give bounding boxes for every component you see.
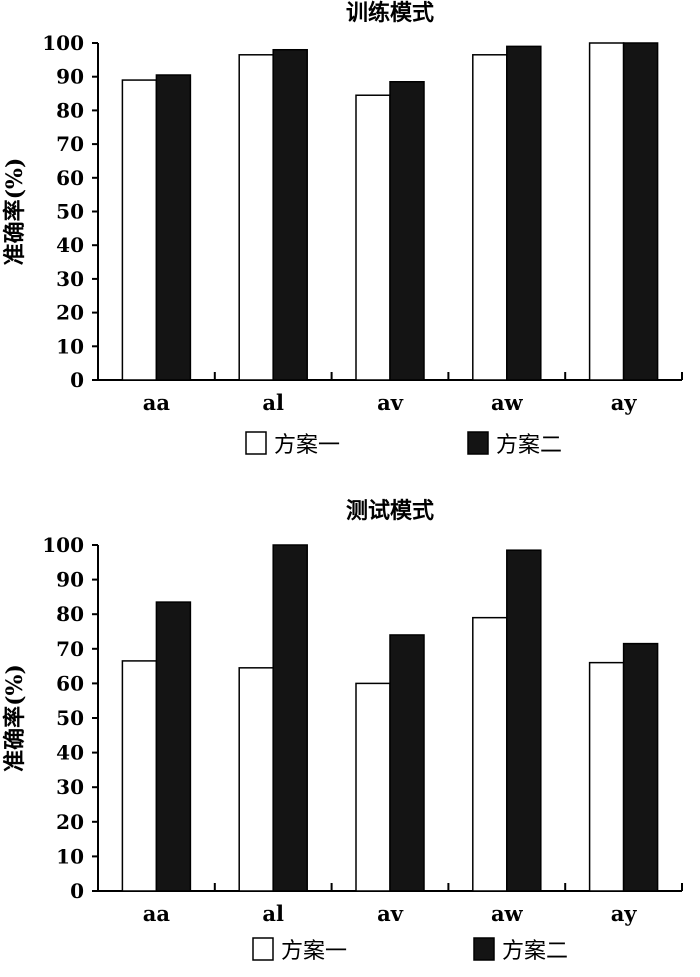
y-tick-label: 70 (56, 132, 84, 156)
y-tick-label: 0 (70, 368, 84, 392)
bar-av-series-1 (355, 682, 391, 892)
y-tick-label: 90 (56, 65, 84, 89)
y-tick-label: 90 (56, 568, 84, 592)
bar-aw-series-2 (506, 45, 542, 381)
bar-av-series-2 (389, 81, 425, 381)
x-category-label: al (262, 901, 284, 926)
x-category-label: ay (611, 901, 638, 926)
legend-label: 方案一 (281, 939, 347, 964)
bar-ay-series-1 (588, 42, 625, 381)
legend-label: 方案二 (496, 433, 562, 458)
y-tick-label: 20 (56, 301, 84, 325)
y-tick-label: 80 (56, 602, 84, 626)
bar-aw-series-1 (472, 54, 508, 381)
legend-label: 方案二 (502, 939, 568, 964)
bar-al-series-1 (238, 667, 274, 892)
bar-aw-series-1 (472, 616, 508, 892)
y-tick-label: 80 (56, 98, 84, 122)
y-tick-label: 30 (56, 267, 84, 291)
y-tick-label: 40 (56, 233, 84, 257)
y-tick-label: 20 (56, 810, 84, 834)
y-tick-label: 50 (56, 200, 84, 224)
bar-aa-series-2 (155, 601, 192, 892)
x-category-label: al (262, 390, 284, 415)
x-category-label: aw (491, 390, 524, 415)
bar-aa-series-2 (155, 74, 192, 381)
bar-aa-series-1 (121, 79, 158, 381)
bar-al-series-2 (272, 544, 308, 892)
y-tick-label: 30 (56, 775, 84, 799)
y-axis-label: 准确率(%) (2, 664, 28, 772)
bar-av-series-1 (355, 94, 391, 381)
bar-aa-series-1 (121, 660, 158, 892)
y-tick-label: 70 (56, 637, 84, 661)
legend-label: 方案一 (274, 433, 340, 458)
y-tick-label: 0 (70, 879, 84, 903)
y-tick-label: 60 (56, 166, 84, 190)
x-category-label: av (377, 901, 404, 926)
legend-swatch (245, 431, 267, 455)
legend-swatch (467, 431, 489, 455)
chart-title: 训练模式 (346, 0, 434, 26)
x-category-label: aw (491, 901, 524, 926)
bar-ay-series-1 (588, 661, 625, 892)
x-category-label: aa (143, 901, 171, 926)
x-category-label: av (377, 390, 404, 415)
y-tick-label: 50 (56, 706, 84, 730)
bar-al-series-2 (272, 48, 308, 381)
legend-swatch (473, 937, 495, 961)
bar-aw-series-2 (506, 549, 542, 892)
y-tick-label: 100 (42, 31, 84, 55)
y-tick-label: 100 (42, 533, 84, 557)
y-axis-label: 准确率(%) (2, 158, 28, 266)
y-tick-label: 10 (56, 844, 84, 868)
bar-ay-series-2 (622, 42, 659, 381)
bar-av-series-2 (389, 634, 425, 892)
x-category-label: aa (143, 390, 171, 415)
y-tick-label: 60 (56, 671, 84, 695)
chart-title: 测试模式 (346, 498, 434, 524)
x-category-label: ay (611, 390, 638, 415)
legend-swatch (252, 937, 274, 961)
y-tick-label: 10 (56, 334, 84, 358)
bar-ay-series-2 (622, 642, 659, 892)
bar-al-series-1 (238, 54, 274, 381)
y-tick-label: 40 (56, 741, 84, 765)
